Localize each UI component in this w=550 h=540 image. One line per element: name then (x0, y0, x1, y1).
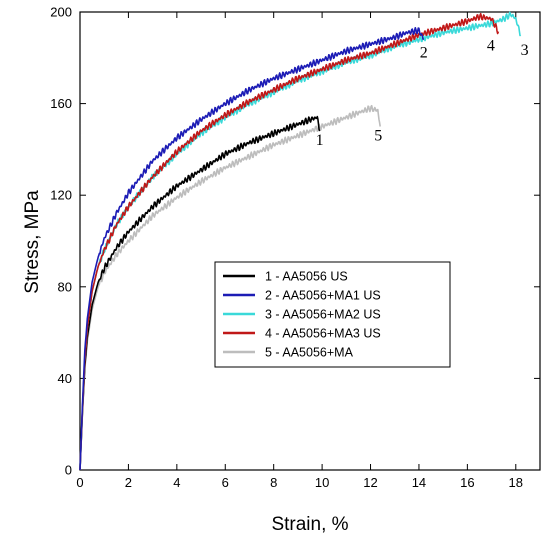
x-tick-label: 16 (460, 475, 474, 490)
y-tick-label: 120 (50, 188, 72, 203)
curve-label-2: 2 (420, 44, 428, 61)
legend-entry-1: 1 - AA5056 US (265, 270, 348, 284)
y-axis-title: Stress, MPa (22, 190, 43, 294)
y-tick-label: 80 (58, 279, 72, 294)
series-line-5 (79, 104, 381, 471)
x-tick-label: 14 (412, 475, 426, 490)
x-axis-title: Strain, % (271, 514, 348, 535)
legend-entry-5: 5 - AA5056+MA (265, 346, 354, 360)
series-line-2 (79, 27, 425, 471)
plot-frame (79, 11, 541, 471)
x-tick-label: 18 (509, 475, 523, 490)
y-tick-label: 0 (65, 463, 72, 478)
y-tick-label: 40 (58, 371, 72, 386)
y-tick-label: 200 (50, 5, 72, 20)
x-tick-label: 0 (76, 475, 83, 490)
legend-entry-4: 4 - AA5056+MA3 US (265, 327, 381, 341)
series-line-4 (79, 12, 500, 471)
legend-entry-3: 3 - AA5056+MA2 US (265, 308, 381, 322)
curve-label-5: 5 (374, 128, 382, 145)
y-tick-label: 160 (50, 96, 72, 111)
legend: 1 - AA5056 US 2 - AA5056+MA1 US 3 - AA5056… (214, 261, 451, 368)
curve-labels: 1 2 3 4 5 (316, 38, 529, 149)
x-tick-label: 2 (125, 475, 132, 490)
legend-entry-2: 2 - AA5056+MA1 US (265, 289, 381, 303)
series-lines (79, 11, 522, 471)
series-line-1 (79, 115, 321, 471)
x-tick-label: 4 (173, 475, 180, 490)
curve-label-4: 4 (487, 38, 495, 55)
curve-label-1: 1 (316, 132, 324, 149)
x-tick-label: 12 (363, 475, 377, 490)
x-tick-label: 10 (315, 475, 329, 490)
curve-label-3: 3 (521, 42, 529, 59)
x-tick-label: 8 (270, 475, 277, 490)
series-line-3 (79, 11, 522, 471)
x-tick-label: 6 (222, 475, 229, 490)
